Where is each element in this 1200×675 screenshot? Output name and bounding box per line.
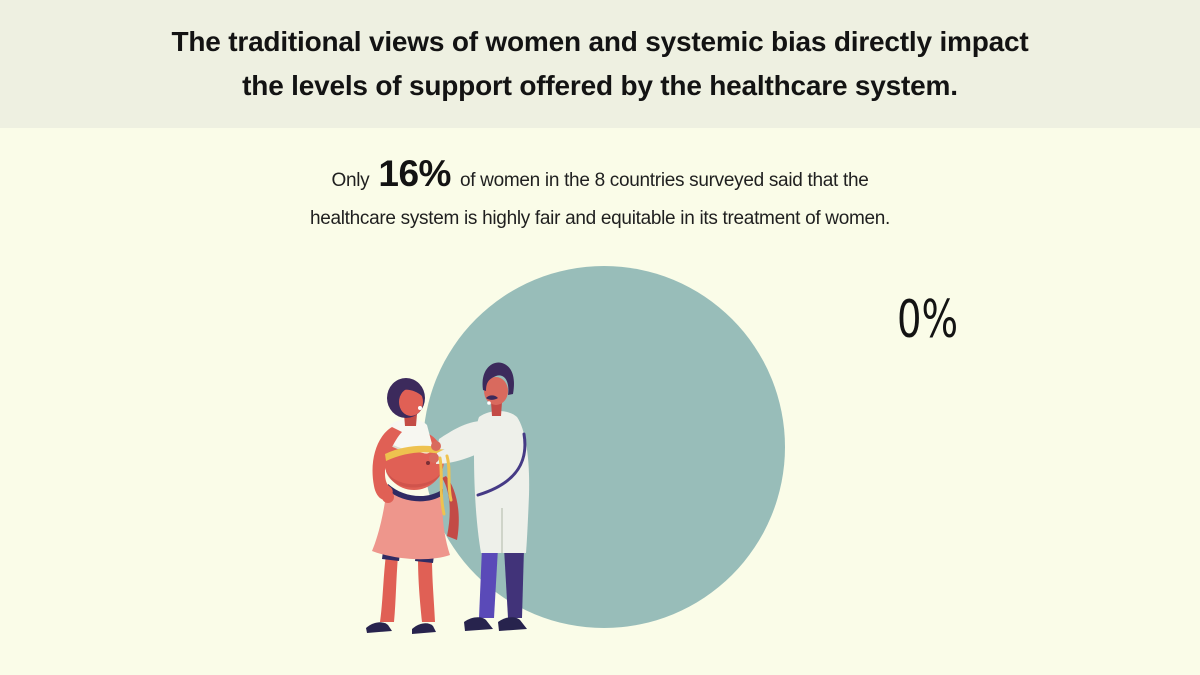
doctor-right-shoe [498, 617, 527, 631]
doctor-front-leg [479, 548, 498, 618]
woman-left-leg [380, 554, 398, 622]
doctor-hand-upper [431, 441, 441, 451]
headline-line-2: the levels of support offered by the hea… [242, 70, 958, 101]
headline-line-1: The traditional views of women and syste… [171, 26, 1029, 57]
doctor-mustache [486, 395, 498, 400]
woman-near-arm [372, 427, 402, 500]
woman-top [388, 419, 433, 454]
woman-navel [426, 461, 430, 465]
doctor-coat-opening [476, 432, 527, 497]
doctor-hair [482, 362, 514, 395]
doctor-figure [429, 362, 530, 631]
stat-line1-rest: of women in the 8 countries surveyed sai… [459, 170, 869, 191]
woman-far-arm [442, 476, 459, 540]
pregnant-woman-figure [366, 378, 459, 634]
doctor-lab-coat [474, 411, 530, 553]
measuring-tape-band [385, 445, 443, 461]
doctor-neck [491, 402, 502, 416]
tape-tail-short [445, 454, 453, 502]
woman-belly-shade [386, 470, 443, 488]
stat-prefix: Only [331, 170, 370, 191]
doctor-lower-sleeve [436, 435, 487, 464]
percentage-counter: 0% [897, 290, 959, 350]
stat-subtitle-line-2: healthcare system is highly fair and equ… [309, 208, 891, 229]
stat-value-highlight: 16% [378, 153, 451, 194]
woman-left-shoe [366, 622, 392, 633]
woman-skirt-waistband [387, 484, 443, 502]
woman-hand [382, 491, 394, 503]
woman-right-shoe [412, 623, 436, 634]
woman-face [399, 388, 423, 416]
doctor-back-leg [504, 548, 524, 618]
measuring-tape-tails [438, 454, 453, 516]
tape-tail-long [438, 456, 446, 516]
doctor-left-shoe [464, 617, 493, 631]
woman-right-leg [418, 556, 435, 622]
woman-smile [418, 406, 422, 410]
woman-skirt [372, 484, 450, 560]
doctor-hand-lower [429, 453, 439, 463]
stat-subtitle: Only 16% of women in the 8 countries surve… [0, 154, 1200, 233]
stat-subtitle-line-1: Only 16% of women in the 8 countries surve… [0, 154, 1200, 201]
illustration-stage [366, 266, 785, 634]
headline-banner: The traditional views of women and syste… [0, 0, 1200, 128]
woman-hair-bang [398, 383, 423, 397]
doctor-smile [487, 401, 491, 405]
